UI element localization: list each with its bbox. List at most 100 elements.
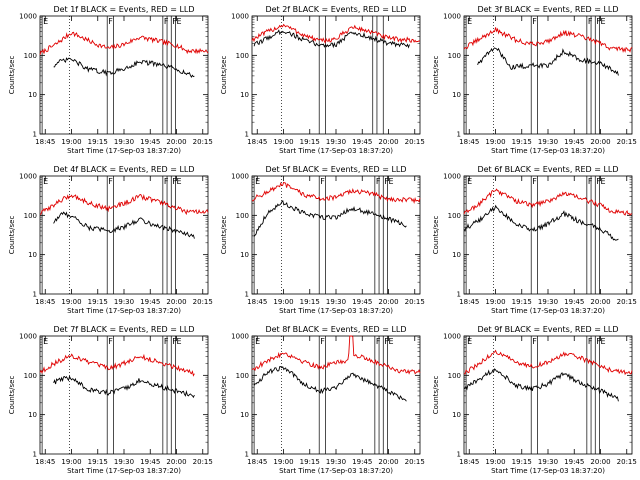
detector-panel-1: Det 1f BLACK = Events, RED = LLD 1 10 100 10…: [8, 5, 213, 155]
x-tick-label: 18:45: [459, 138, 479, 146]
panel-title: Det 5f BLACK = Events, RED = LLD: [265, 165, 406, 174]
y-tick-label: 1000: [443, 173, 461, 181]
detector-panel-2: Det 2f BLACK = Events, RED = LLD 1 10 100 10…: [220, 5, 425, 155]
x-axis-label: Start Time (17-Sep-03 18:37:20): [67, 467, 181, 475]
x-tick-label: 19:30: [326, 298, 346, 306]
x-tick-label: 19:15: [300, 298, 320, 306]
lld-series-line: [251, 335, 421, 375]
y-tick-label: 10: [240, 91, 249, 99]
plot-frame: [251, 15, 421, 135]
y-tick-label: 1: [33, 131, 37, 139]
events-series-line: [53, 57, 195, 79]
y-tick-label: 1000: [19, 333, 37, 341]
y-axis-label: Counts/sec: [220, 216, 228, 255]
marker-label: F: [376, 177, 381, 186]
x-tick-label: 18:45: [247, 298, 267, 306]
x-axis-label: Start Time (17-Sep-03 18:37:20): [279, 467, 393, 475]
y-axis-label: Counts/sec: [8, 376, 16, 415]
marker-label: F: [108, 177, 113, 186]
y-tick-label: 100: [236, 372, 249, 380]
x-tick-label: 19:15: [88, 138, 108, 146]
x-tick-label: 19:00: [485, 298, 505, 306]
x-tick-label: 19:00: [273, 458, 293, 466]
x-axis-label: Start Time (17-Sep-03 18:37:20): [279, 147, 393, 155]
plot-frame: [39, 175, 209, 295]
panel-title: Det 3f BLACK = Events, RED = LLD: [477, 5, 618, 14]
y-axis-label: Counts/sec: [432, 216, 440, 255]
panel-title: Det 2f BLACK = Events, RED = LLD: [265, 5, 406, 14]
y-tick-label: 1: [457, 291, 461, 299]
lld-series-line: [39, 31, 209, 56]
y-tick-label: 1000: [443, 333, 461, 341]
x-tick-label: 18:45: [35, 458, 55, 466]
x-tick-label: 19:00: [61, 458, 81, 466]
x-tick-label: 20:00: [166, 298, 186, 306]
x-tick-label: 19:15: [88, 458, 108, 466]
x-tick-label: 20:15: [193, 458, 213, 466]
marker-label: F: [596, 337, 601, 346]
panel-title: Det 9f BLACK = Events, RED = LLD: [477, 325, 618, 334]
x-tick-label: 19:45: [564, 298, 584, 306]
x-tick-label: 20:00: [590, 138, 610, 146]
x-axis-label: Start Time (17-Sep-03 18:37:20): [67, 307, 181, 315]
panel-title: Det 4f BLACK = Events, RED = LLD: [53, 165, 194, 174]
panel-title: Det 6f BLACK = Events, RED = LLD: [477, 165, 618, 174]
marker-label: E: [467, 337, 472, 346]
x-tick-label: 19:00: [61, 138, 81, 146]
y-tick-label: 100: [236, 52, 249, 60]
marker-label: F: [164, 337, 169, 346]
events-series-line: [477, 47, 619, 76]
detector-panel-6: Det 6f BLACK = Events, RED = LLD 1 10 100 10…: [432, 165, 637, 315]
y-tick-label: 100: [24, 212, 37, 220]
marker-label: F: [164, 17, 169, 26]
y-axis-label: Counts/sec: [220, 56, 228, 95]
x-tick-label: 18:45: [459, 298, 479, 306]
marker-label: F: [108, 337, 113, 346]
lld-series-line: [39, 353, 195, 377]
marker-label: E: [467, 17, 472, 26]
events-series-line: [253, 29, 410, 49]
marker-label: E: [176, 17, 181, 26]
y-axis-label: Counts/sec: [432, 56, 440, 95]
marker-label: F: [532, 17, 537, 26]
y-axis-label: Counts/sec: [432, 376, 440, 415]
x-tick-label: 19:30: [114, 298, 134, 306]
y-tick-label: 1: [457, 131, 461, 139]
marker-label: F: [172, 17, 177, 26]
y-tick-label: 10: [240, 251, 249, 259]
marker-label: E: [600, 17, 605, 26]
plot-frame: [251, 335, 421, 455]
y-tick-label: 100: [24, 372, 37, 380]
marker-label: E: [600, 177, 605, 186]
y-axis-label: Counts/sec: [8, 56, 16, 95]
y-tick-label: 100: [448, 52, 461, 60]
x-axis-label: Start Time (17-Sep-03 18:37:20): [67, 147, 181, 155]
y-tick-label: 1: [245, 131, 249, 139]
plot-frame: [251, 175, 421, 295]
x-tick-label: 20:15: [193, 298, 213, 306]
marker-label: E: [388, 177, 393, 186]
marker-label: E: [43, 337, 48, 346]
marker-label: F: [172, 337, 177, 346]
y-tick-label: 10: [28, 251, 37, 259]
marker-label: F: [532, 337, 537, 346]
x-tick-label: 19:30: [538, 138, 558, 146]
x-tick-label: 19:30: [538, 298, 558, 306]
x-tick-label: 20:00: [166, 458, 186, 466]
x-tick-label: 18:45: [35, 298, 55, 306]
events-series-line: [463, 204, 619, 241]
y-tick-label: 10: [452, 91, 461, 99]
x-tick-label: 19:30: [326, 458, 346, 466]
y-tick-label: 10: [240, 411, 249, 419]
y-tick-label: 100: [24, 52, 37, 60]
x-tick-label: 20:15: [405, 138, 425, 146]
x-tick-label: 19:45: [140, 138, 160, 146]
x-tick-label: 19:45: [564, 458, 584, 466]
events-series-line: [253, 365, 407, 402]
detector-panel-8: Det 8f BLACK = Events, RED = LLD 1 10 100 10…: [220, 325, 425, 475]
x-tick-label: 19:45: [352, 458, 372, 466]
x-tick-label: 20:00: [378, 458, 398, 466]
x-tick-label: 19:15: [512, 458, 532, 466]
x-tick-label: 19:30: [538, 458, 558, 466]
lld-series-line: [463, 349, 633, 376]
